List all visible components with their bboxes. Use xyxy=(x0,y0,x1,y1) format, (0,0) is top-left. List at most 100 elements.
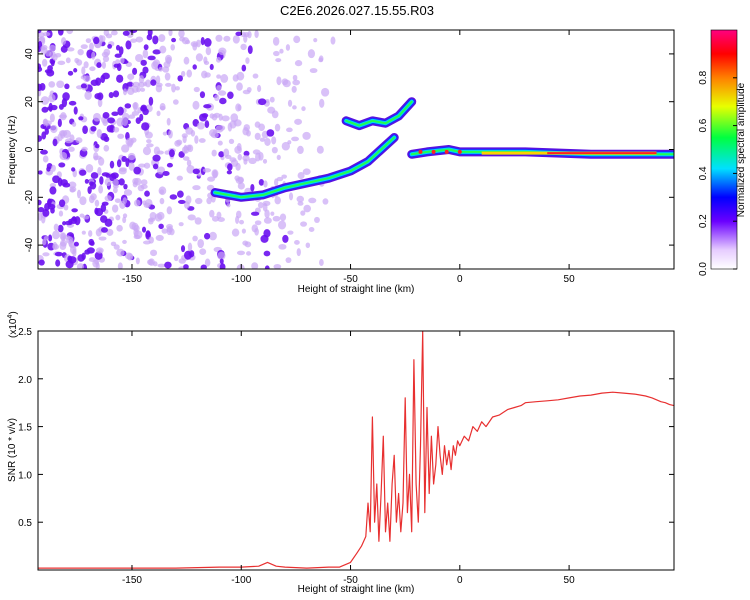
noise-blob xyxy=(251,262,259,269)
noise-blob xyxy=(62,221,67,226)
noise-blob xyxy=(200,264,207,269)
noise-blob xyxy=(287,140,292,145)
noise-blob xyxy=(109,160,115,169)
noise-blob xyxy=(155,75,161,85)
snr-y-label: SNR (10 * v/v) xyxy=(7,418,18,482)
colorbar-ticks: 0.0 0.2 0.4 0.6 0.8 xyxy=(698,70,737,276)
noise-blob xyxy=(118,178,125,186)
noise-blob xyxy=(58,162,66,168)
noise-blob xyxy=(69,134,75,143)
noise-blob xyxy=(47,198,52,206)
noise-blob xyxy=(296,195,305,203)
noise-blob xyxy=(229,120,237,129)
noise-blob xyxy=(263,250,271,257)
noise-blob xyxy=(246,251,252,256)
noise-blob xyxy=(162,131,168,136)
noise-blob xyxy=(76,263,85,269)
colorbar-tick-label: 0.2 xyxy=(698,214,709,228)
noise-blob xyxy=(143,202,151,208)
noise-blob xyxy=(262,202,268,212)
noise-blob xyxy=(117,106,124,116)
noise-blob xyxy=(205,46,212,56)
noise-blob xyxy=(135,257,140,265)
noise-blob xyxy=(104,195,112,202)
noise-blob xyxy=(276,176,284,182)
noise-blob xyxy=(252,73,259,79)
x-tick-label: 50 xyxy=(564,575,576,586)
noise-blob xyxy=(271,136,277,145)
noise-blob xyxy=(96,247,104,254)
noise-blob xyxy=(116,224,123,232)
noise-blob xyxy=(194,217,202,225)
noise-blob xyxy=(267,106,276,114)
noise-blob xyxy=(237,153,243,161)
noise-blob xyxy=(204,72,211,78)
noise-blob xyxy=(100,74,106,84)
noise-blob xyxy=(73,68,78,73)
noise-blob xyxy=(192,42,198,51)
noise-blob xyxy=(38,135,43,142)
noise-blob xyxy=(169,194,178,200)
noise-blob xyxy=(114,53,122,58)
noise-blob xyxy=(58,199,66,208)
noise-blob xyxy=(87,186,92,194)
noise-blob xyxy=(208,231,217,241)
noise-blob xyxy=(297,145,304,155)
noise-blob xyxy=(297,201,304,206)
noise-blob xyxy=(81,230,86,235)
colorbar-tick-label: 0.6 xyxy=(698,118,709,132)
noise-blob xyxy=(273,50,280,57)
noise-blob xyxy=(277,220,287,230)
noise-blob xyxy=(44,203,50,212)
noise-blob xyxy=(95,262,100,269)
noise-blob xyxy=(145,79,152,88)
noise-blob xyxy=(77,254,85,262)
noise-blob xyxy=(186,159,192,167)
noise-blob xyxy=(73,106,78,115)
noise-blob xyxy=(263,229,271,238)
snr-series-line xyxy=(38,331,674,569)
noise-blob xyxy=(157,263,166,268)
noise-blob xyxy=(236,250,246,256)
noise-blob xyxy=(69,188,76,193)
noise-blob xyxy=(63,204,69,211)
noise-blob xyxy=(119,57,125,64)
noise-blob xyxy=(264,209,270,219)
noise-blob xyxy=(217,217,225,223)
spectrogram-x-label: Height of straight line (km) xyxy=(298,284,415,295)
noise-blob xyxy=(211,215,219,222)
noise-blob xyxy=(65,260,74,269)
noise-blob xyxy=(294,60,303,67)
signal-trace xyxy=(214,136,396,199)
noise-blob xyxy=(148,218,154,225)
noise-blob xyxy=(50,124,58,134)
noise-blob xyxy=(266,129,275,137)
noise-blob xyxy=(42,32,51,37)
noise-blob xyxy=(49,186,57,195)
noise-blob xyxy=(94,251,103,260)
colorbar-tick-label: 0.0 xyxy=(698,262,709,276)
noise-blob xyxy=(302,131,311,140)
noise-blob xyxy=(209,209,215,218)
noise-blob xyxy=(52,241,58,250)
noise-blob xyxy=(55,259,61,267)
noise-blob xyxy=(158,66,163,72)
noise-blob xyxy=(52,230,60,240)
noise-blob xyxy=(166,206,173,215)
noise-blob xyxy=(288,192,294,201)
noise-blob xyxy=(152,163,159,170)
noise-blob xyxy=(271,146,278,154)
noise-blob xyxy=(211,169,219,178)
noise-blob xyxy=(171,37,177,43)
noise-blob xyxy=(66,30,74,35)
noise-blob xyxy=(90,125,97,132)
noise-blob xyxy=(38,30,42,34)
noise-blob xyxy=(60,45,68,53)
noise-blob xyxy=(42,155,49,163)
noise-blob xyxy=(118,168,127,175)
noise-blob xyxy=(41,106,49,113)
noise-blob xyxy=(263,217,272,224)
noise-blob xyxy=(58,210,64,217)
noise-blob xyxy=(113,244,120,250)
